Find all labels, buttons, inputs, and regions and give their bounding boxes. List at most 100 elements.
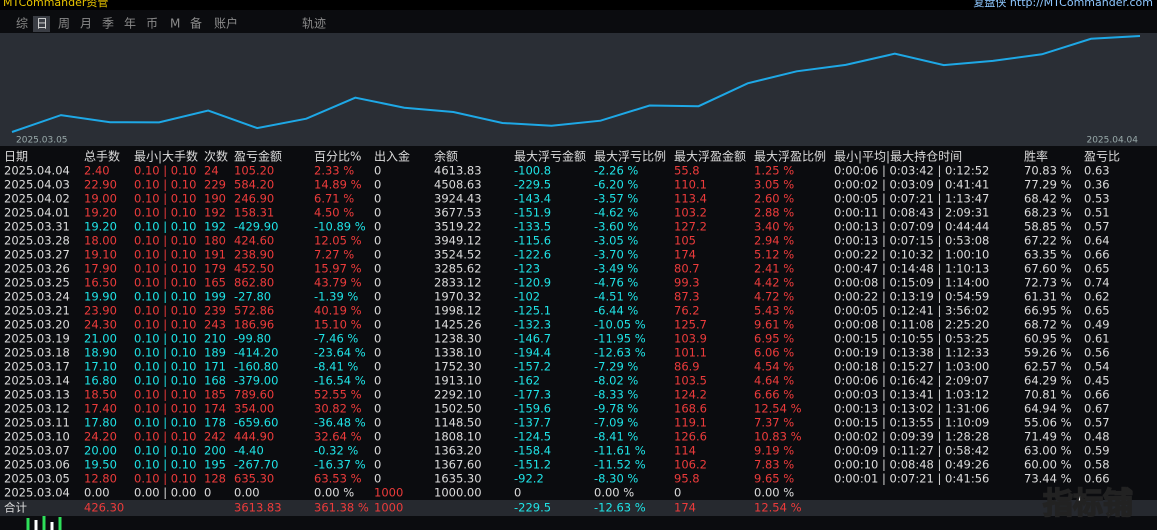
cell: 3.05 % (754, 178, 794, 192)
cell: 0.54 (1084, 360, 1110, 374)
cell: -16.37 % (314, 458, 366, 472)
tab[interactable]: 日 (36, 17, 48, 31)
cell: 179 (204, 262, 226, 276)
cell: 14.89 % (314, 178, 362, 192)
cell: 168.6 (674, 402, 707, 416)
column-header: 最大浮盈比例 (754, 150, 826, 164)
cell: 4613.83 (434, 164, 482, 178)
tab[interactable]: 月 (80, 17, 92, 31)
cell: 1425.26 (434, 318, 482, 332)
tab[interactable]: 周 (58, 17, 70, 31)
cell: 635.30 (234, 472, 274, 486)
cell: -133.5 (514, 220, 551, 234)
cell: 87.3 (674, 290, 700, 304)
cell: 2025.04.04 (4, 164, 70, 178)
cell: 0 (374, 332, 381, 346)
cell: 3524.52 (434, 248, 482, 262)
cell: 0.10 | 0.10 (134, 262, 196, 276)
cell: -7.46 % (314, 332, 358, 346)
cell: -6.20 % (594, 178, 638, 192)
cell: 1970.32 (434, 290, 482, 304)
cell: 4.64 % (754, 374, 794, 388)
cell: 19.00 (84, 192, 117, 206)
cell: 0 (374, 374, 381, 388)
cell: 0:00:11 | 0:08:43 | 2:09:31 (834, 206, 989, 220)
cell: 0.10 | 0.10 (134, 290, 196, 304)
cell: 0.00 (84, 486, 110, 500)
cell: 2292.10 (434, 388, 482, 402)
cell: 63.53 % (314, 472, 362, 486)
cell: -3.60 % (594, 220, 638, 234)
cell: 0:00:15 | 0:10:55 | 0:53:25 (834, 332, 989, 346)
tab[interactable]: 综 (16, 17, 28, 31)
cell: 0:00:15 | 0:13:55 | 1:10:09 (834, 416, 989, 430)
tab[interactable]: 备 (190, 17, 202, 31)
cell: -9.78 % (594, 402, 638, 416)
cell: -151.2 (514, 458, 551, 472)
app-link[interactable]: 复盘侠 http://MTCommander.com (973, 0, 1153, 9)
cell: 61.31 % (1024, 290, 1072, 304)
cell: -429.90 (234, 220, 278, 234)
cell: 0 (374, 276, 381, 290)
cell: -8.02 % (594, 374, 638, 388)
tab[interactable]: 币 (146, 17, 158, 31)
tab[interactable]: 账户 (214, 16, 238, 31)
cell: 243 (204, 318, 226, 332)
cell: 6.95 % (754, 332, 794, 346)
cell: -100.8 (514, 164, 551, 178)
cell: 103.5 (674, 374, 707, 388)
tab[interactable]: 季 (102, 17, 114, 31)
cell: 2025.03.07 (4, 444, 70, 458)
cell: 0.51 (1084, 206, 1110, 220)
cell: 126.6 (674, 430, 707, 444)
total-cell: 426.30 (84, 501, 124, 515)
column-header: 总手数 (84, 149, 120, 164)
cell: 0.10 | 0.10 (134, 388, 196, 402)
cell: 24 (204, 164, 219, 178)
cell: -125.1 (514, 304, 551, 318)
cell: 16.80 (84, 374, 117, 388)
cell: 24.20 (84, 430, 117, 444)
cell: 101.1 (674, 346, 707, 360)
cell: 191 (204, 248, 226, 262)
cell: 55.8 (674, 164, 700, 178)
cell: 23.90 (84, 304, 117, 318)
cell: 0.10 | 0.10 (134, 318, 196, 332)
column-header: 盈亏金额 (234, 149, 282, 164)
cell: 103.2 (674, 206, 707, 220)
cell: -3.49 % (594, 262, 638, 276)
cell: 2025.03.10 (4, 430, 70, 444)
cell: 180 (204, 234, 226, 248)
cell: 0.64 (1084, 234, 1110, 248)
cell: -659.60 (234, 416, 278, 430)
cell: -229.5 (514, 178, 551, 192)
cell: 76.2 (674, 304, 700, 318)
tab[interactable]: M (170, 17, 180, 31)
total-cell: 12.54 % (754, 501, 802, 515)
cell: 0 (374, 430, 381, 444)
cell: 1238.30 (434, 332, 482, 346)
total-band (0, 500, 1157, 516)
cell: 70.81 % (1024, 388, 1072, 402)
cell: 0.61 (1084, 332, 1110, 346)
cell: 354.00 (234, 402, 274, 416)
tab[interactable]: 轨迹 (302, 17, 326, 31)
cell: 0.10 | 0.10 (134, 178, 196, 192)
tab[interactable]: 年 (124, 17, 136, 31)
cell: 2833.12 (434, 276, 482, 290)
cell: 158.31 (234, 206, 274, 220)
cell: 0.00 (234, 486, 260, 500)
cell: 17.10 (84, 360, 117, 374)
cell: 0.10 | 0.10 (134, 444, 196, 458)
cell: 2025.03.04 (4, 486, 70, 500)
column-header: 余额 (434, 149, 458, 164)
cell: 199 (204, 290, 226, 304)
cell: 0.66 (1084, 388, 1110, 402)
cell: 0:00:47 | 0:14:48 | 1:10:13 (834, 262, 989, 276)
cell: 19.20 (84, 206, 117, 220)
cell: 0 (374, 220, 381, 234)
cell: 0.65 (1084, 262, 1110, 276)
cell: 68.72 % (1024, 318, 1072, 332)
cell: 4.50 % (314, 206, 354, 220)
cell: 19.90 (84, 290, 117, 304)
